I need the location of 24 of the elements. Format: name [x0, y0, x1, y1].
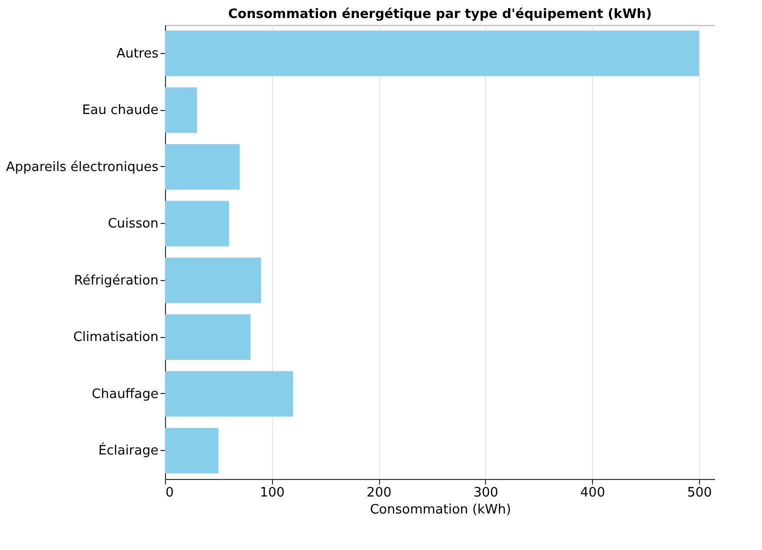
x-tick-label: 100	[260, 486, 285, 500]
y-tick-label: Cuisson	[108, 216, 158, 232]
y-tick-label: Réfrigération	[74, 273, 158, 288]
y-tick-label: Appareils électroniques	[6, 160, 159, 175]
x-tick-label: 0	[166, 486, 174, 500]
chart-title: Consommation énergétique par type d'équipement (kWh)	[228, 7, 652, 22]
x-axis-title: Consommation (kWh)	[370, 502, 512, 518]
x-tick-label: 400	[580, 486, 606, 500]
bar	[165, 200, 230, 246]
bar	[165, 144, 240, 190]
bar	[165, 87, 198, 133]
y-tick-label: Éclairage	[98, 442, 158, 459]
y-tick-label: Climatisation	[73, 330, 158, 346]
y-tick-label: Chauffage	[92, 386, 158, 402]
bar	[165, 314, 250, 360]
bar	[165, 30, 699, 76]
x-tick-label: 500	[687, 486, 712, 500]
bar	[165, 371, 294, 417]
y-tick-label: Autres	[116, 46, 159, 62]
x-tick-label: 200	[366, 486, 392, 500]
bar	[165, 258, 262, 304]
bar	[165, 428, 218, 474]
x-tick-label: 300	[473, 486, 498, 500]
y-tick-label: Eau chaude	[82, 103, 158, 118]
